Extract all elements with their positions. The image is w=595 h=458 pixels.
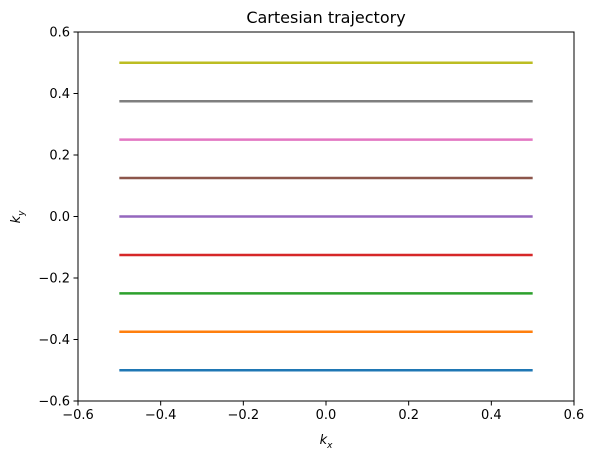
y-axis-label-subscript: y: [17, 210, 27, 217]
x-tick-label: −0.6: [62, 408, 94, 423]
x-axis-label-base: k: [320, 433, 328, 448]
y-axis-label: ky: [9, 210, 27, 224]
y-axis-label-base: k: [9, 215, 24, 223]
y-tick-label: 0.6: [49, 26, 70, 41]
y-tick-label: 0.0: [49, 210, 70, 225]
y-tick-label: −0.4: [38, 333, 70, 348]
y-tick-label: −0.2: [38, 272, 70, 287]
x-axis-label: kx: [320, 433, 334, 451]
x-tick-label: 0.6: [564, 408, 585, 423]
x-tick-label: −0.4: [145, 408, 177, 423]
y-tick-label: 0.4: [49, 87, 70, 102]
plot-area: −0.6 −0.4 −0.2 0.0 0.2 0.4 0.6 −0.6 −0.4 −0.2 0.0 0…: [38, 26, 584, 424]
chart-title: Cartesian trajectory: [246, 8, 405, 27]
x-tick-label: 0.0: [316, 408, 337, 423]
x-tick-label: −0.2: [228, 408, 260, 423]
x-tick-label: 0.4: [481, 408, 502, 423]
y-tick-label: 0.2: [49, 149, 70, 164]
x-axis-label-subscript: x: [326, 441, 333, 451]
x-tick-label: 0.2: [398, 408, 419, 423]
y-tick-label: −0.6: [38, 395, 70, 410]
